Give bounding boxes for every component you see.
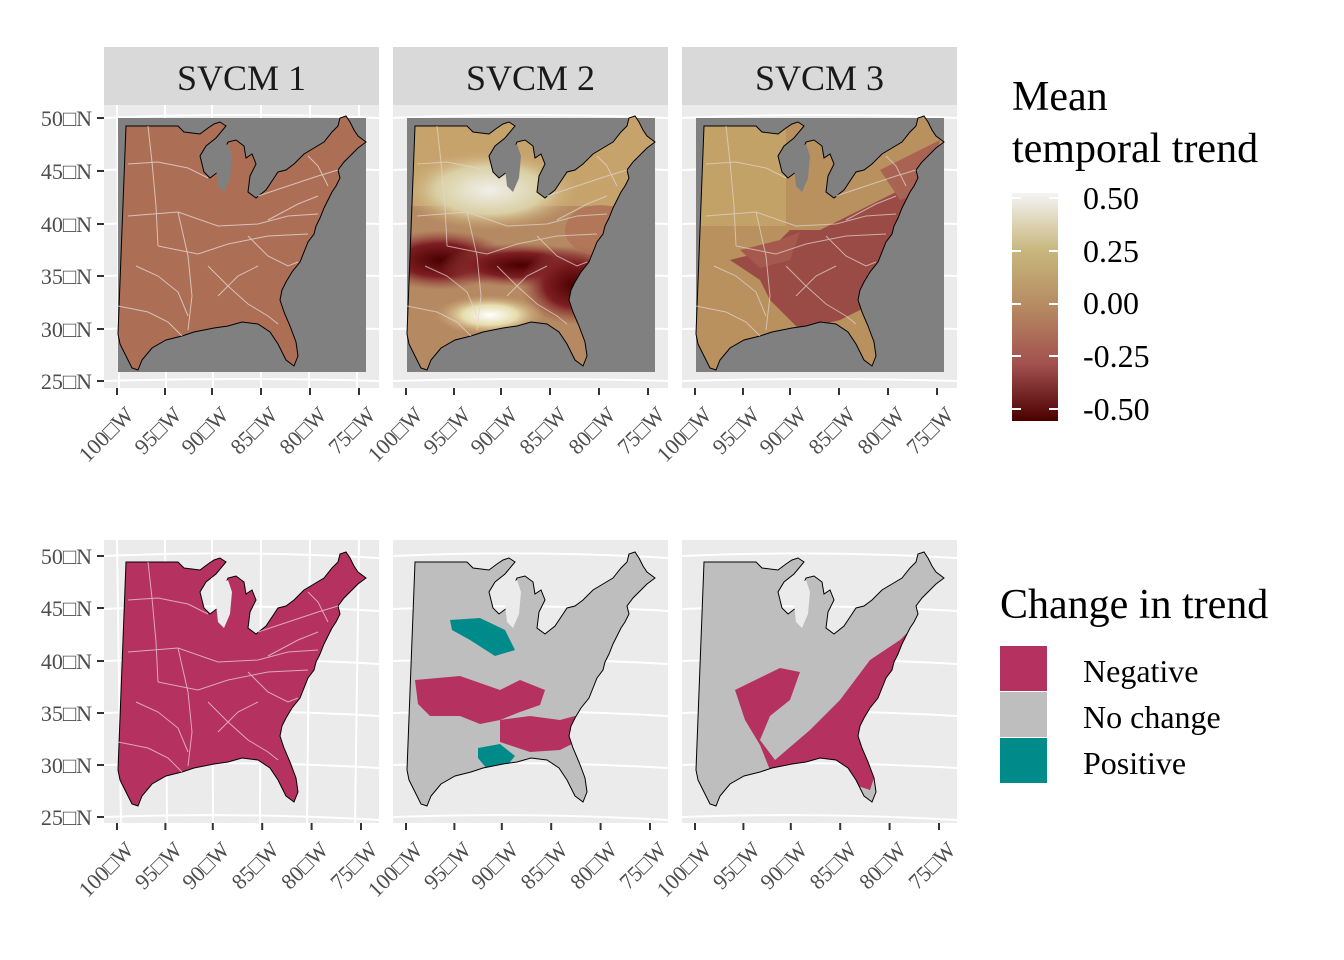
y-axis-top: 50□N 45□N 40□N 35□N 30□N 25□N <box>41 106 104 394</box>
panel-top-svcm-3 <box>681 105 958 388</box>
strip-svcm-3 <box>682 47 957 105</box>
legend-key-positive <box>1000 738 1047 783</box>
color-bar <box>1012 193 1058 421</box>
lon-tick-label: 95□W <box>708 837 765 894</box>
lon-tick-label: 100□W <box>73 402 138 467</box>
legend-mean-temporal-trend: Mean temporal trend 0.50 0.25 0.00 -0.25… <box>1012 74 1258 427</box>
lat-tick-label: 40□N <box>41 212 92 237</box>
lat-tick-label: 30□N <box>41 753 92 778</box>
legend-break-label: -0.50 <box>1083 391 1150 427</box>
lon-tick-label: 80□W <box>854 837 911 894</box>
lon-tick-label: 85□W <box>514 402 571 459</box>
legend-title-line-1: Mean <box>1012 74 1108 120</box>
lon-tick-label: 75□W <box>901 402 958 459</box>
strip-label-svcm-2: SVCM 2 <box>466 58 595 98</box>
y-axis-bottom: 50□N 45□N 40□N 35□N 30□N 25□N <box>41 544 104 830</box>
legend-key-negative <box>1000 646 1047 691</box>
legend-label-positive: Positive <box>1083 745 1186 781</box>
legend-break-label: 0.00 <box>1083 285 1139 321</box>
lon-tick-label: 85□W <box>804 837 861 894</box>
lon-tick-label: 90□W <box>754 402 811 459</box>
legend-title: Change in trend <box>1000 582 1268 628</box>
lat-tick-label: 50□N <box>41 106 92 131</box>
lon-tick-label: 95□W <box>419 837 476 894</box>
panel-top-svcm-2 <box>392 105 669 388</box>
legend-label-no-change: No change <box>1083 699 1221 735</box>
panel-bottom-svcm-1 <box>103 539 380 824</box>
legend-key-no-change <box>1000 692 1047 737</box>
lat-tick-label: 45□N <box>41 159 92 184</box>
lat-tick-label: 45□N <box>41 596 92 621</box>
panel-bottom-svcm-2 <box>392 540 669 823</box>
lon-tick-label: 95□W <box>130 837 187 894</box>
lon-tick-label: 75□W <box>903 837 960 894</box>
lat-tick-label: 30□N <box>41 317 92 342</box>
lon-tick-label: 90□W <box>177 837 234 894</box>
lon-tick-label: 80□W <box>565 837 622 894</box>
lon-tick-label: 100□W <box>73 837 138 902</box>
lon-tick-label: 85□W <box>225 402 282 459</box>
lat-tick-label: 40□N <box>41 649 92 674</box>
strip-label-svcm-3: SVCM 3 <box>755 58 884 98</box>
legend-label-negative: Negative <box>1083 653 1199 689</box>
lon-tick-label: 85□W <box>226 837 283 894</box>
lon-tick-label: 80□W <box>274 402 331 459</box>
legend-change-in-trend: Change in trend Negative No change Posit… <box>1000 582 1268 783</box>
lon-tick-label: 80□W <box>852 402 909 459</box>
lon-tick-label: 90□W <box>466 837 523 894</box>
lon-tick-label: 90□W <box>755 837 812 894</box>
strip-svcm-1 <box>104 47 379 105</box>
strip-label-svcm-1: SVCM 1 <box>177 58 306 98</box>
lon-tick-label: 85□W <box>803 402 860 459</box>
lon-tick-label: 95□W <box>129 402 186 459</box>
legend-break-label: -0.25 <box>1083 338 1150 374</box>
lon-tick-label: 85□W <box>515 837 572 894</box>
lon-tick-label: 95□W <box>707 402 764 459</box>
legend-title-line-2: temporal trend <box>1012 126 1258 172</box>
lon-tick-label: 80□W <box>563 402 620 459</box>
legend-break-label: 0.25 <box>1083 233 1139 269</box>
lat-tick-label: 35□N <box>41 264 92 289</box>
strip-svcm-2 <box>393 47 668 105</box>
lon-tick-label: 90□W <box>465 402 522 459</box>
lat-tick-label: 50□N <box>41 544 92 569</box>
lon-tick-label: 80□W <box>276 837 333 894</box>
lon-tick-label: 95□W <box>418 402 475 459</box>
lat-tick-label: 35□N <box>41 701 92 726</box>
lat-tick-label: 25□N <box>41 369 92 394</box>
lat-tick-label: 25□N <box>41 805 92 830</box>
lon-tick-label: 90□W <box>176 402 233 459</box>
legend-break-label: 0.50 <box>1083 180 1139 216</box>
panel-top-svcm-1 <box>103 104 380 389</box>
facet-strips: SVCM 1 SVCM 2 SVCM 3 <box>104 47 957 105</box>
panel-bottom-svcm-3 <box>681 540 958 823</box>
